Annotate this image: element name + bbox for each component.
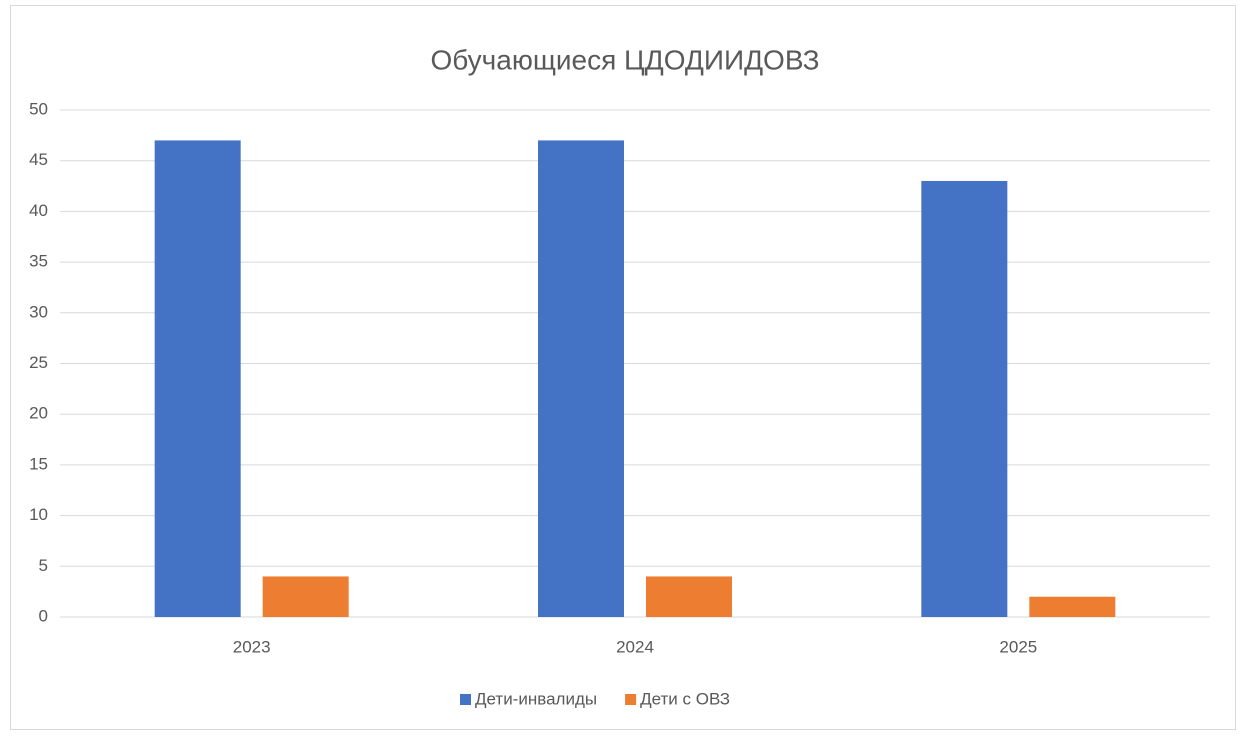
y-tick-label: 45 <box>29 150 48 169</box>
bar <box>154 140 241 618</box>
legend-swatch <box>625 694 637 705</box>
chart-title: Обучающиеся ЦДОДИИДОВЗ <box>430 44 819 75</box>
y-tick-label: 25 <box>29 353 48 372</box>
bar <box>262 576 349 617</box>
x-tick-label: 2025 <box>999 637 1037 656</box>
y-tick-label: 15 <box>29 454 48 473</box>
bar <box>538 140 624 618</box>
y-tick-label: 20 <box>29 404 48 423</box>
bar <box>1029 596 1116 617</box>
y-tick-label: 50 <box>29 99 48 118</box>
y-tick-label: 0 <box>39 606 48 625</box>
legend-label: Дети с ОВЗ <box>640 689 730 708</box>
bar <box>921 180 1008 618</box>
y-tick-label: 30 <box>29 302 48 321</box>
y-tick-label: 5 <box>39 556 48 575</box>
x-tick-label: 2023 <box>233 637 271 656</box>
y-tick-label: 10 <box>29 505 48 524</box>
legend-swatch <box>460 694 471 705</box>
bar <box>646 576 732 617</box>
y-tick-label: 40 <box>29 201 48 220</box>
y-tick-label: 35 <box>29 252 48 271</box>
x-tick-label: 2024 <box>616 637 654 656</box>
legend-label: Дети-инвалиды <box>475 689 597 708</box>
